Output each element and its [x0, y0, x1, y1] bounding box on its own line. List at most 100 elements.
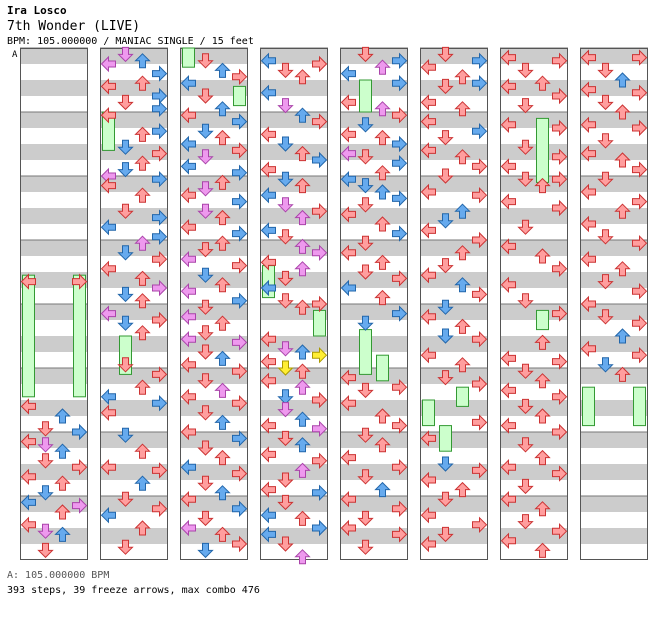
step-arrow	[454, 277, 471, 293]
beat-band	[500, 464, 568, 480]
step-arrow	[472, 231, 488, 249]
beat-band	[260, 48, 328, 64]
beat-band	[20, 48, 88, 64]
step-arrow	[180, 135, 196, 153]
step-arrow	[134, 325, 151, 341]
step-arrow	[277, 62, 294, 79]
step-arrow	[134, 75, 151, 91]
step-arrow	[232, 465, 248, 482]
step-arrow	[534, 373, 551, 389]
bpm-footer: A: 105.000000 BPM	[7, 570, 110, 581]
step-arrow	[517, 98, 534, 114]
step-arrow	[392, 225, 408, 242]
step-arrow	[420, 266, 436, 284]
step-arrow	[152, 394, 168, 412]
step-arrow	[117, 162, 134, 178]
step-arrow	[72, 497, 88, 514]
freeze-arrow	[233, 85, 246, 107]
step-arrow	[294, 145, 311, 162]
step-arrow	[517, 139, 534, 155]
step-arrow	[552, 353, 568, 370]
step-arrow	[517, 363, 534, 379]
step-arrow	[20, 494, 36, 511]
step-arrow	[197, 440, 214, 456]
step-arrow	[134, 293, 151, 309]
step-arrow	[100, 388, 116, 406]
step-arrow	[454, 203, 471, 219]
step-arrow	[312, 202, 328, 220]
step-arrow	[152, 311, 168, 329]
step-arrow	[357, 539, 374, 555]
step-arrow	[437, 213, 454, 229]
step-arrow	[517, 219, 534, 235]
step-arrow	[72, 423, 88, 441]
chart-column-border	[420, 48, 488, 560]
step-arrow	[117, 139, 134, 155]
beat-band	[260, 432, 328, 448]
step-arrow	[277, 494, 294, 511]
step-arrow	[420, 308, 436, 326]
step-arrow	[214, 526, 231, 542]
beat-band	[580, 432, 648, 448]
step-arrow	[214, 382, 231, 398]
step-arrow	[597, 94, 614, 111]
step-arrow	[232, 68, 248, 86]
beat-band	[260, 368, 328, 384]
beat-band	[500, 208, 568, 224]
step-arrow	[597, 133, 614, 149]
beat-band	[260, 112, 328, 128]
step-arrow	[180, 218, 196, 236]
step-arrow	[214, 315, 231, 331]
step-arrow	[180, 356, 196, 374]
step-arrow	[37, 453, 54, 469]
step-arrow	[152, 122, 168, 140]
step-arrow	[180, 423, 196, 441]
beat-band	[340, 400, 408, 416]
step-arrow	[580, 81, 596, 98]
step-arrow	[294, 411, 311, 427]
step-arrow	[232, 334, 248, 351]
beat-band	[100, 400, 168, 416]
step-arrow	[437, 370, 454, 386]
beat-band	[180, 144, 248, 160]
step-arrow	[152, 228, 168, 246]
beat-band	[180, 368, 248, 384]
beat-band	[100, 112, 168, 128]
step-arrow	[552, 52, 568, 70]
step-arrow	[392, 190, 408, 207]
step-arrow	[437, 526, 454, 543]
beat-band	[420, 528, 488, 544]
freeze-arrow	[422, 399, 435, 427]
step-arrow	[117, 315, 134, 331]
step-arrow	[134, 235, 151, 251]
step-arrow	[614, 203, 631, 219]
step-arrow	[54, 443, 71, 459]
step-arrow	[597, 62, 614, 79]
step-arrow	[277, 270, 294, 287]
step-arrow	[312, 484, 328, 502]
step-arrow	[472, 414, 488, 431]
beat-band	[340, 80, 408, 96]
beat-band	[180, 304, 248, 320]
step-arrow	[180, 250, 196, 268]
step-arrow	[472, 516, 488, 534]
step-arrow	[260, 330, 276, 348]
step-arrow	[500, 238, 516, 255]
chart-column-border	[340, 48, 408, 560]
freeze-arrow	[359, 329, 372, 375]
step-arrow	[374, 129, 391, 146]
beat-band	[340, 432, 408, 448]
step-arrow	[117, 94, 134, 111]
beat-band	[500, 48, 568, 64]
step-arrow	[197, 53, 214, 69]
step-arrow	[552, 305, 568, 322]
step-arrow	[294, 379, 311, 395]
step-arrow	[312, 519, 328, 537]
step-arrow	[197, 405, 214, 421]
step-arrow	[357, 427, 374, 443]
step-arrow	[597, 171, 614, 187]
step-arrow	[420, 535, 436, 553]
beat-band	[500, 528, 568, 544]
step-arrow	[374, 59, 391, 75]
step-arrow	[20, 398, 36, 415]
